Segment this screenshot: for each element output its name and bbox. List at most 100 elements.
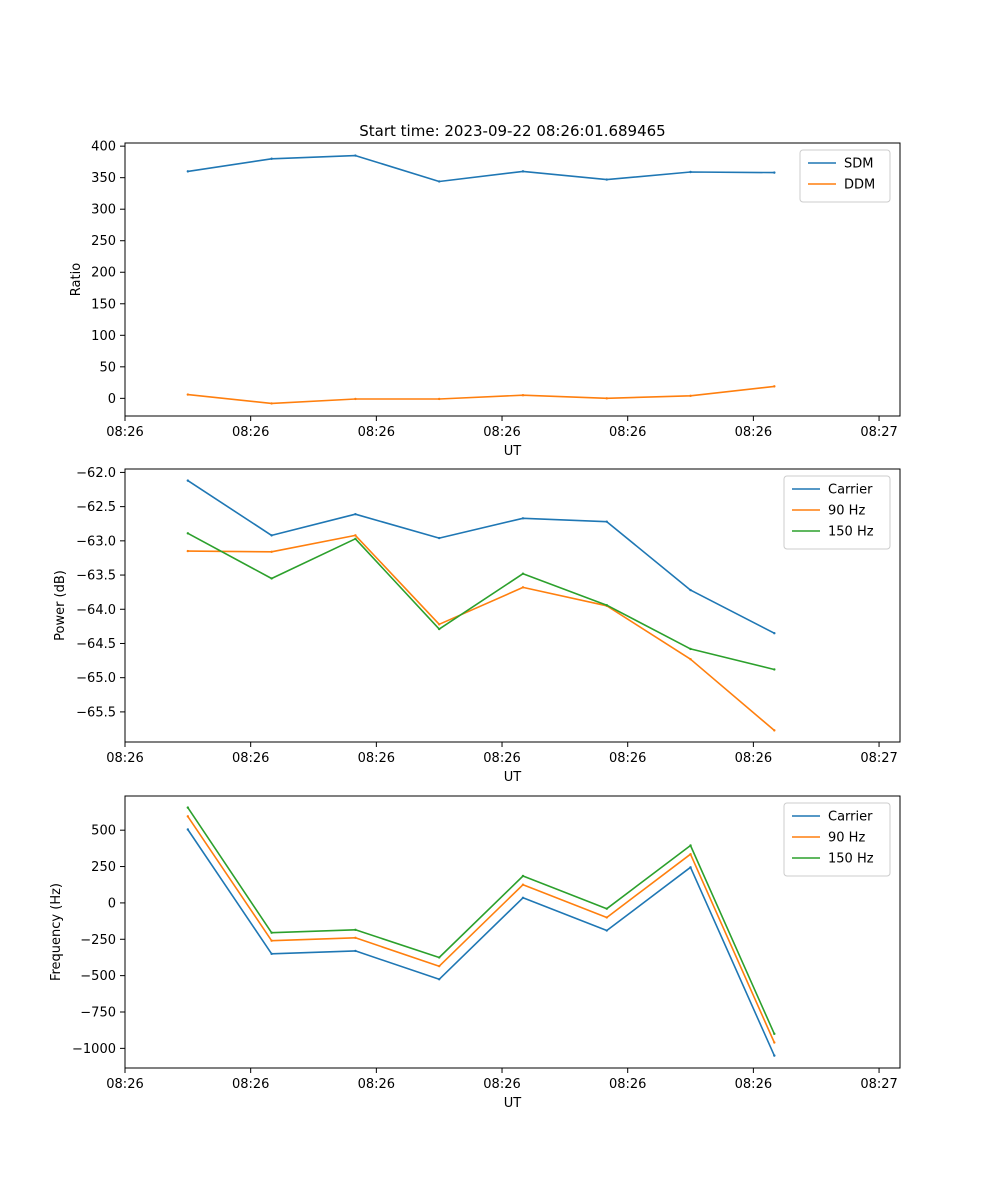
- data-point: [186, 393, 190, 396]
- x-axis-label: UT: [504, 1096, 522, 1111]
- legend-label: DDM: [844, 178, 875, 193]
- legend: Carrier 90 Hz 150 Hz: [783, 802, 891, 877]
- y-tick-label: 0: [108, 896, 116, 911]
- data-point: [437, 180, 441, 183]
- data-point: [186, 479, 190, 482]
- x-axis-label: UT: [504, 770, 522, 785]
- y-tick-label: 50: [99, 360, 116, 375]
- y-tick-label: 0: [108, 392, 116, 407]
- figure-title: Start time: 2023-09-22 08:26:01.689465: [359, 122, 665, 140]
- data-point: [186, 170, 190, 173]
- y-tick-label: −65.0: [76, 671, 116, 686]
- legend-label: Carrier: [828, 810, 873, 825]
- y-tick-label: 400: [91, 140, 116, 155]
- data-point: [773, 171, 776, 174]
- data-point: [270, 939, 273, 942]
- y-tick-label: 300: [91, 203, 116, 218]
- y-tick-label: 100: [91, 329, 116, 344]
- data-point: [354, 936, 357, 940]
- chart-panel-1: 08:26 08:26 08:26 08:26 08:26 08:26 08:27 0 50 10…: [69, 140, 901, 459]
- data-point: [521, 572, 525, 575]
- series-line-sdm: [187, 154, 775, 183]
- data-point: [186, 815, 190, 818]
- data-point: [605, 916, 608, 919]
- y-axis-label: Frequency (Hz): [49, 883, 64, 981]
- legend-label: 150 Hz: [828, 525, 874, 540]
- data-point: [270, 550, 273, 553]
- data-point: [605, 178, 608, 181]
- data-point: [521, 517, 525, 520]
- x-tick-label: 08:26: [106, 425, 143, 440]
- y-tick-label: 150: [91, 297, 116, 312]
- chart-panel-2: 08:26 08:26 08:26 08:26 08:26 08:26 08:27 −62.0…: [53, 466, 901, 785]
- data-point: [605, 397, 608, 400]
- data-point: [354, 397, 357, 401]
- data-point: [437, 978, 441, 981]
- y-tick-label: −500: [80, 969, 116, 984]
- y-tick-label: −750: [80, 1006, 116, 1021]
- data-point: [689, 852, 692, 856]
- y-axis-label: Power (dB): [53, 570, 68, 641]
- x-tick-label: 08:26: [106, 1077, 143, 1092]
- chart-panel-3: 08:26 08:26 08:26 08:26 08:26 08:26 08:27 500 25…: [49, 795, 901, 1111]
- y-tick-label: −65.5: [76, 705, 116, 720]
- data-point: [437, 536, 441, 540]
- y-tick-label: −250: [80, 933, 116, 948]
- chart-panels: 08:26 08:26 08:26 08:26 08:26 08:26 08:27 0 50 10…: [49, 140, 901, 1111]
- data-point: [689, 866, 692, 869]
- axes-frame: [124, 142, 901, 417]
- legend-label: Carrier: [828, 483, 873, 498]
- axes-frame: [124, 795, 901, 1069]
- x-tick-label: 08:26: [483, 425, 520, 440]
- data-point: [437, 397, 441, 401]
- data-point: [689, 394, 692, 398]
- y-tick-label: 250: [91, 860, 116, 875]
- x-tick-label: 08:26: [735, 1077, 772, 1092]
- data-point: [689, 588, 692, 592]
- legend: Carrier 90 Hz 150 Hz: [783, 475, 891, 550]
- data-point: [689, 170, 692, 174]
- data-point: [689, 844, 692, 847]
- legend-label: 150 Hz: [828, 852, 874, 867]
- x-tick-label: 08:27: [860, 1077, 897, 1092]
- data-point: [521, 896, 525, 900]
- data-point: [773, 385, 776, 388]
- data-point: [521, 883, 525, 886]
- x-tick-label: 08:26: [358, 751, 395, 766]
- y-tick-label: −64.5: [76, 637, 116, 652]
- data-point: [521, 393, 525, 397]
- data-point: [186, 549, 190, 553]
- data-point: [437, 956, 441, 959]
- legend-label: 90 Hz: [828, 831, 865, 846]
- x-tick-label: 08:26: [735, 751, 772, 766]
- series-line-carrier: [187, 829, 776, 1056]
- data-point: [521, 874, 525, 878]
- data-point: [773, 1054, 776, 1057]
- data-point: [689, 647, 692, 651]
- legend-label: 90 Hz: [828, 504, 865, 519]
- data-point: [186, 828, 190, 831]
- y-tick-label: 500: [91, 824, 116, 839]
- data-point: [354, 949, 357, 953]
- series-line-90-hz: [187, 815, 776, 1043]
- x-axis-label: UT: [504, 444, 522, 459]
- x-tick-label: 08:26: [232, 1077, 269, 1092]
- data-point: [605, 929, 608, 932]
- data-point: [773, 632, 776, 635]
- series-line-150-hz: [187, 532, 775, 671]
- data-point: [521, 586, 525, 589]
- data-point: [354, 537, 357, 540]
- data-point: [186, 806, 190, 809]
- data-point: [521, 170, 525, 173]
- data-point: [605, 520, 608, 523]
- series-line-carrier: [187, 479, 775, 634]
- y-tick-label: −62.5: [76, 500, 116, 515]
- data-point: [354, 928, 357, 932]
- x-tick-label: 08:26: [106, 751, 143, 766]
- y-tick-label: −62.0: [76, 466, 116, 481]
- y-tick-label: −63.5: [76, 569, 116, 584]
- y-tick-label: 350: [91, 171, 116, 186]
- x-tick-label: 08:27: [860, 425, 897, 440]
- data-point: [773, 729, 776, 732]
- x-tick-label: 08:26: [358, 1077, 395, 1092]
